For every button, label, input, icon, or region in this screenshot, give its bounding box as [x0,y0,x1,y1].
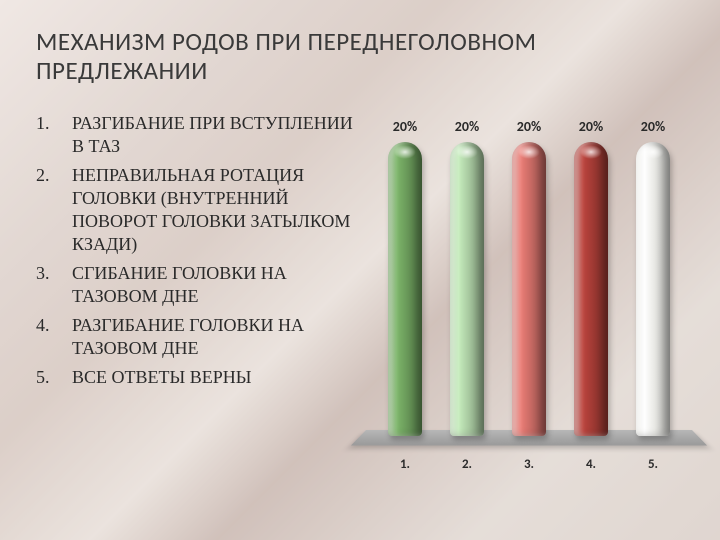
bar-wrap: 20% [436,142,498,436]
answer-list: 1. РАЗГИБАНИЕ ПРИ ВСТУПЛЕНИИ В ТАЗ 2. НЕ… [36,112,366,472]
bar-value-label: 20% [393,118,417,135]
list-text: СГИБАНИЕ ГОЛОВКИ НА ТАЗОВОМ ДНЕ [72,262,366,308]
list-number: 1. [36,112,58,158]
axis-label: 3. [498,457,560,472]
list-item: 1. РАЗГИБАНИЕ ПРИ ВСТУПЛЕНИИ В ТАЗ [36,112,366,158]
bar-wrap: 20% [622,142,684,436]
bar-value-label: 20% [641,118,665,135]
content-row: 1. РАЗГИБАНИЕ ПРИ ВСТУПЛЕНИИ В ТАЗ 2. НЕ… [36,112,684,472]
bar-wrap: 20% [374,142,436,436]
bar-wrap: 20% [498,142,560,436]
bar [388,142,422,436]
list-number: 2. [36,164,58,256]
bar [574,142,608,436]
bar-value-label: 20% [455,118,479,135]
list-item: 3. СГИБАНИЕ ГОЛОВКИ НА ТАЗОВОМ ДНЕ [36,262,366,308]
list-text: НЕПРАВИЛЬНАЯ РОТАЦИЯ ГОЛОВКИ (ВНУТРЕННИЙ… [72,164,366,256]
axis-label: 2. [436,457,498,472]
list-number: 3. [36,262,58,308]
list-text: ВСЕ ОТВЕТЫ ВЕРНЫ [72,366,366,389]
bar-value-label: 20% [579,118,603,135]
axis-labels: 1. 2. 3. 4. 5. [374,457,684,472]
bar-value-label: 20% [517,118,541,135]
bar-wrap: 20% [560,142,622,436]
list-item: 5. ВСЕ ОТВЕТЫ ВЕРНЫ [36,366,366,389]
bar [450,142,484,436]
bars-container: 20% 20% 20% 20% 20% [374,142,684,436]
axis-label: 5. [622,457,684,472]
list-item: 4. РАЗГИБАНИЕ ГОЛОВКИ НА ТАЗОВОМ ДНЕ [36,314,366,360]
bar [636,142,670,436]
axis-label: 1. [374,457,436,472]
axis-label: 4. [560,457,622,472]
list-number: 4. [36,314,58,360]
list-number: 5. [36,366,58,389]
list-item: 2. НЕПРАВИЛЬНАЯ РОТАЦИЯ ГОЛОВКИ (ВНУТРЕН… [36,164,366,256]
slide-title: МЕХАНИЗМ РОДОВ ПРИ ПЕРЕДНЕГОЛОВНОМ ПРЕДЛ… [36,28,684,86]
bar-chart: 20% 20% 20% 20% 20% [374,112,684,472]
bar [512,142,546,436]
slide: МЕХАНИЗМ РОДОВ ПРИ ПЕРЕДНЕГОЛОВНОМ ПРЕДЛ… [0,0,720,540]
list-text: РАЗГИБАНИЕ ПРИ ВСТУПЛЕНИИ В ТАЗ [72,112,366,158]
list-text: РАЗГИБАНИЕ ГОЛОВКИ НА ТАЗОВОМ ДНЕ [72,314,366,360]
